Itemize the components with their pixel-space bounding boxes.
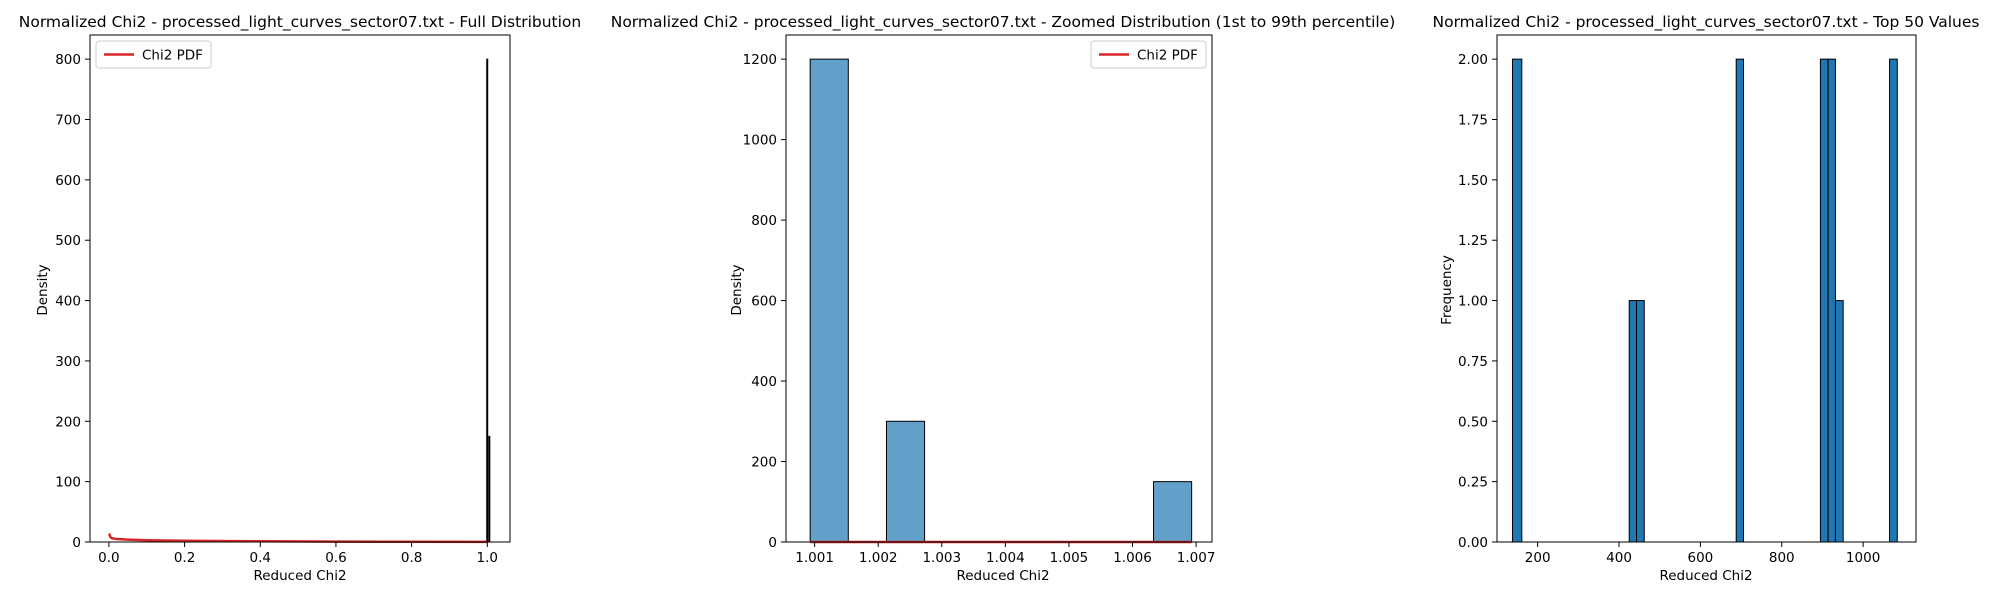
x-tick-label: 1.004 bbox=[986, 550, 1025, 566]
histogram-bar bbox=[1889, 58, 1898, 543]
x-tick-label: 1.007 bbox=[1177, 550, 1216, 566]
pdf-line bbox=[108, 533, 488, 544]
y-axis-label: Density bbox=[35, 264, 51, 315]
x-tick-label: 1.003 bbox=[922, 550, 961, 566]
x-tick-label: 0.4 bbox=[250, 550, 271, 566]
histogram-bar bbox=[809, 58, 849, 543]
y-tick-label: 600 bbox=[751, 294, 777, 310]
y-axis-label: Frequency bbox=[1439, 255, 1455, 325]
x-tick-label: 1.006 bbox=[1113, 550, 1152, 566]
x-tick-label: 0.2 bbox=[174, 550, 195, 566]
histogram-bar bbox=[1511, 58, 1523, 543]
y-tick-label: 500 bbox=[55, 233, 81, 249]
y-tick-label: 400 bbox=[751, 374, 777, 390]
panel-top-50-values: Normalized Chi2 - processed_light_curves… bbox=[1433, 13, 1980, 584]
y-tick-label: 400 bbox=[55, 294, 81, 310]
y-axis-label: Density bbox=[729, 264, 745, 315]
y-tick-label: 2.00 bbox=[1458, 52, 1488, 68]
axes-frame bbox=[89, 34, 511, 543]
axes-frame bbox=[1496, 34, 1917, 543]
y-tick-label: 0.00 bbox=[1458, 535, 1488, 551]
chart-title: Normalized Chi2 - processed_light_curves… bbox=[19, 13, 581, 32]
legend: Chi2 PDF bbox=[1090, 40, 1207, 69]
y-tick-label: 700 bbox=[55, 113, 81, 129]
y-tick-label: 800 bbox=[55, 52, 81, 68]
histogram-bar bbox=[1153, 481, 1193, 543]
x-tick-label: 1.0 bbox=[477, 550, 498, 566]
histogram-bar bbox=[1834, 300, 1844, 543]
y-tick-label: 0.50 bbox=[1458, 414, 1488, 430]
histogram-bar bbox=[1636, 300, 1645, 543]
y-tick-label: 1.00 bbox=[1458, 294, 1488, 310]
y-tick-label: 1.75 bbox=[1458, 113, 1488, 129]
x-tick-label: 400 bbox=[1606, 550, 1632, 566]
y-tick-label: 1000 bbox=[743, 133, 777, 149]
chart-title: Normalized Chi2 - processed_light_curves… bbox=[1433, 13, 1980, 32]
x-tick-label: 1000 bbox=[1846, 550, 1880, 566]
legend-label: Chi2 PDF bbox=[1137, 48, 1198, 64]
x-tick-label: 600 bbox=[1688, 550, 1714, 566]
y-tick-label: 300 bbox=[55, 354, 81, 370]
x-tick-label: 200 bbox=[1525, 550, 1551, 566]
x-tick-label: 0.0 bbox=[98, 550, 119, 566]
legend-label: Chi2 PDF bbox=[142, 48, 203, 64]
x-tick-label: 1.005 bbox=[1050, 550, 1089, 566]
histogram-bar bbox=[885, 420, 926, 543]
x-axis-label: Reduced Chi2 bbox=[956, 568, 1049, 584]
legend-box bbox=[1090, 40, 1207, 69]
histogram-bar bbox=[488, 435, 491, 543]
panel-zoomed-distribution: Normalized Chi2 - processed_light_curves… bbox=[611, 13, 1396, 584]
y-tick-label: 600 bbox=[55, 173, 81, 189]
y-tick-label: 800 bbox=[751, 213, 777, 229]
y-tick-label: 200 bbox=[751, 455, 777, 471]
histogram-bar bbox=[1819, 58, 1829, 543]
histogram-bar bbox=[1827, 58, 1836, 543]
histogram-bar bbox=[486, 58, 489, 543]
y-tick-label: 0.25 bbox=[1458, 475, 1488, 491]
panel-full-distribution: Normalized Chi2 - processed_light_curves… bbox=[19, 13, 581, 584]
y-tick-label: 0 bbox=[72, 535, 81, 551]
legend: Chi2 PDF bbox=[95, 40, 212, 69]
axes-frame bbox=[785, 34, 1213, 543]
histogram-bar bbox=[1628, 300, 1638, 543]
x-tick-label: 0.6 bbox=[325, 550, 346, 566]
x-tick-label: 1.002 bbox=[859, 550, 898, 566]
legend-box bbox=[95, 40, 212, 69]
chart-title: Normalized Chi2 - processed_light_curves… bbox=[611, 13, 1396, 32]
x-tick-label: 800 bbox=[1769, 550, 1795, 566]
y-tick-label: 100 bbox=[55, 475, 81, 491]
y-tick-label: 1200 bbox=[743, 52, 777, 68]
x-tick-label: 0.8 bbox=[401, 550, 422, 566]
y-tick-label: 1.50 bbox=[1458, 173, 1488, 189]
x-axis-label: Reduced Chi2 bbox=[1659, 568, 1752, 584]
y-tick-label: 200 bbox=[55, 414, 81, 430]
histogram-bar bbox=[1735, 58, 1745, 543]
y-tick-label: 0 bbox=[768, 535, 777, 551]
x-tick-label: 1.001 bbox=[795, 550, 834, 566]
y-tick-label: 0.75 bbox=[1458, 354, 1488, 370]
y-tick-label: 1.25 bbox=[1458, 233, 1488, 249]
x-axis-label: Reduced Chi2 bbox=[253, 568, 346, 584]
